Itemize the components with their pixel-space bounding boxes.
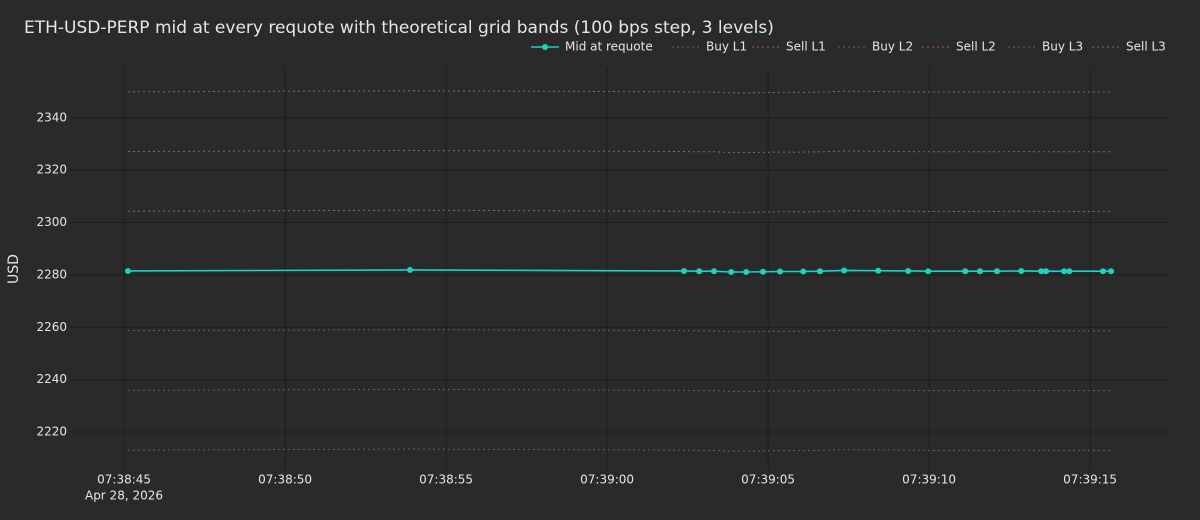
y-tick-label: 2280 [36, 267, 67, 281]
legend-label: Buy L1 [706, 40, 747, 54]
legend-marker [542, 44, 548, 50]
x-tick-label: 07:38:45 [97, 473, 151, 487]
marker [994, 268, 1001, 275]
marker [1043, 268, 1050, 275]
series-line [127, 90, 1112, 94]
y-tick-label: 2260 [36, 320, 67, 334]
marker [743, 269, 750, 276]
y-tick-label: 2340 [36, 110, 67, 124]
marker [841, 267, 848, 274]
marker [1066, 268, 1073, 275]
marker [905, 267, 912, 274]
marker [124, 267, 131, 274]
marker [875, 267, 882, 274]
marker [696, 268, 703, 275]
marker [1108, 268, 1115, 275]
x-tick-label: 07:38:50 [258, 473, 312, 487]
marker [800, 268, 807, 275]
series-line [127, 329, 1112, 333]
y-tick-label: 2220 [36, 425, 67, 439]
marker [1038, 268, 1045, 275]
x-tick-label: 07:39:05 [741, 473, 795, 487]
series-line [127, 149, 1112, 154]
marker [407, 266, 414, 273]
marker [962, 268, 969, 275]
marker [977, 268, 984, 275]
series-line [127, 448, 1112, 452]
marker [925, 268, 932, 275]
marker [681, 267, 688, 274]
marker [759, 268, 766, 275]
series-line [127, 388, 1112, 392]
marker [728, 269, 735, 276]
legend-label: Sell L2 [956, 40, 996, 54]
y-tick-label: 2300 [36, 215, 67, 229]
legend-label: Sell L3 [1126, 40, 1166, 54]
marker [1018, 267, 1025, 274]
legend-label: Buy L2 [872, 40, 913, 54]
x-tick-label: 07:39:10 [902, 473, 956, 487]
legend-label: Sell L1 [786, 40, 826, 54]
legend-label: Mid at requote [565, 40, 653, 54]
legend-label: Buy L3 [1042, 40, 1083, 54]
series-line [127, 209, 1112, 213]
x-tick-label: 07:39:15 [1063, 473, 1117, 487]
marker [1061, 268, 1068, 275]
x-date-label: Apr 28, 2026 [85, 489, 163, 503]
marker [816, 268, 823, 275]
y-axis-title: USD [6, 254, 22, 284]
x-tick-label: 07:38:55 [419, 473, 473, 487]
marker [1100, 268, 1107, 275]
x-tick-label: 07:39:00 [580, 473, 634, 487]
chart-title: ETH-USD-PERP mid at every requote with t… [24, 18, 774, 38]
marker [777, 268, 784, 275]
y-tick-label: 2320 [36, 163, 67, 177]
y-tick-label: 2240 [36, 372, 67, 386]
marker [711, 268, 718, 275]
